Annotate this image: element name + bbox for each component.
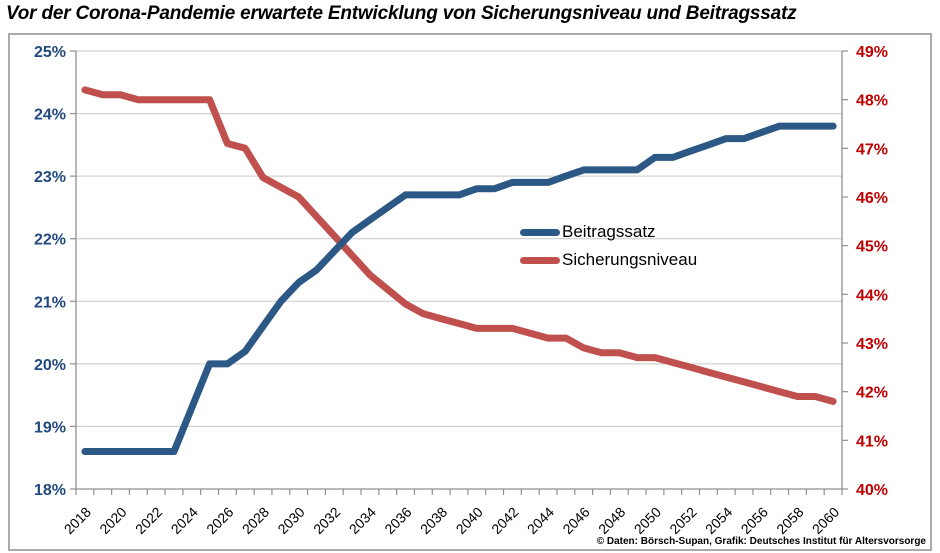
x-axis-label: 2042: [488, 504, 521, 537]
y-axis-label-left: 20%: [34, 357, 66, 374]
y-axis-label-left: 22%: [34, 232, 66, 249]
x-axis-label: 2028: [239, 504, 272, 537]
y-axis-label-right: 43%: [856, 336, 888, 353]
y-axis-label-right: 48%: [856, 93, 888, 110]
x-axis-label: 2026: [203, 504, 236, 537]
y-axis-label-left: 21%: [34, 294, 66, 311]
x-axis-label: 2030: [274, 504, 307, 537]
y-axis-label-left: 25%: [34, 44, 66, 61]
y-axis-label-left: 23%: [34, 169, 66, 186]
x-axis-label: 2040: [453, 504, 486, 537]
beitragssatz-line-swatch: [520, 228, 560, 236]
x-axis-label: 2036: [381, 504, 414, 537]
series-line-beitragssatz: [81, 122, 837, 455]
y-axis-label-left: 24%: [34, 107, 66, 124]
legend-label-sicherungsniveau: Sicherungsniveau: [562, 250, 698, 269]
legend-item-sicherungsniveau: Sicherungsniveau: [520, 250, 697, 270]
sicherungsniveau-line-swatch: [520, 256, 560, 264]
y-axis-label-right: 49%: [856, 44, 888, 61]
x-axis-label: 2024: [168, 504, 201, 537]
x-axis-label: 2052: [666, 504, 699, 537]
series-line-sicherungsniveau: [81, 86, 837, 405]
legend-label-beitragssatz: Beitragssatz: [562, 222, 656, 241]
y-axis-label-right: 46%: [856, 190, 888, 207]
chart-title: Vor der Corona-Pandemie erwartete Entwic…: [6, 3, 797, 24]
x-axis-label: 2038: [417, 504, 450, 537]
legend-item-beitragssatz: Beitragssatz: [520, 222, 697, 242]
y-axis-label-right: 45%: [856, 239, 888, 256]
y-axis-label-left: 19%: [34, 419, 66, 436]
legend: Beitragssatz Sicherungsniveau: [520, 222, 697, 278]
x-axis-label: 2056: [738, 504, 771, 537]
x-axis-label: 2022: [132, 504, 165, 537]
x-axis-label: 2050: [631, 504, 664, 537]
x-axis-label: 2044: [524, 504, 557, 537]
copyright-credit: © Daten: Börsch-Supan, Grafik: Deutsches…: [596, 536, 926, 547]
y-axis-label-right: 47%: [856, 141, 888, 158]
x-axis-label: 2034: [346, 504, 379, 537]
y-axis-label-right: 44%: [856, 287, 888, 304]
x-axis-label: 2046: [559, 504, 592, 537]
x-axis-label: 2058: [773, 504, 806, 537]
x-axis-label: 2032: [310, 504, 343, 537]
y-axis-label-right: 40%: [856, 482, 888, 499]
y-axis-label-left: 18%: [34, 482, 66, 499]
x-axis-label: 2054: [702, 504, 735, 537]
y-axis-label-right: 41%: [856, 433, 888, 450]
x-axis-label: 2060: [809, 504, 842, 537]
x-axis-label: 2020: [96, 504, 129, 537]
chart-svg: 25% 24% 23% 22% 21% 20% 19% 18% 49% 48% 47% 46% 45% 4…: [34, 44, 888, 537]
x-axis-label: 2018: [61, 504, 94, 537]
chart-area: 25% 24% 23% 22% 21% 20% 19% 18% 49% 48% 47% 46% 45% 4…: [8, 33, 932, 551]
y-axis-label-right: 42%: [856, 385, 888, 402]
x-axis-label: 2048: [595, 504, 628, 537]
